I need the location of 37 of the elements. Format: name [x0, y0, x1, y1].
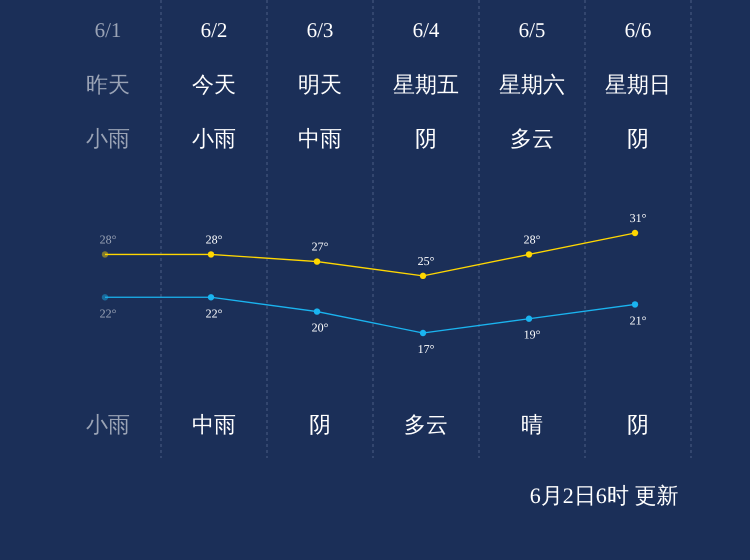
annotation: 6月2日6时 更新 — [530, 483, 678, 508]
data-label: 28° — [524, 232, 540, 246]
category: 6/3 — [306, 18, 334, 42]
data-label: 21° — [630, 313, 646, 328]
annotation: 阴 — [627, 126, 649, 151]
annotation: 阴 — [415, 126, 437, 151]
annotation: 明天 — [298, 72, 342, 97]
category: 6/2 — [200, 18, 228, 42]
data-label: 27° — [312, 240, 328, 254]
data-label: 20° — [312, 320, 328, 335]
annotation: 小雨 — [192, 126, 236, 151]
data-label: 31° — [630, 211, 646, 225]
annotation: 多云 — [510, 126, 554, 151]
annotation: 星期五 — [393, 72, 459, 97]
annotation: 阴 — [309, 412, 331, 437]
category: 6/5 — [518, 18, 546, 42]
annotation: 多云 — [404, 412, 448, 437]
annotation: 小雨 — [86, 412, 130, 437]
annotation: 星期日 — [605, 72, 671, 97]
annotation: 中雨 — [192, 412, 236, 437]
data-label: 22° — [100, 306, 116, 320]
category: 6/6 — [624, 18, 652, 42]
data-label: 25° — [418, 254, 434, 268]
annotation: 晴 — [521, 412, 543, 437]
annotation: 小雨 — [86, 126, 130, 151]
annotation: 星期六 — [499, 72, 565, 97]
annotation: 昨天 — [86, 72, 130, 97]
annotation: 中雨 — [298, 126, 342, 151]
annotation: 阴 — [627, 412, 649, 437]
data-label: 28° — [100, 232, 116, 246]
category: 6/1 — [94, 18, 122, 42]
data-label: 28° — [206, 232, 222, 246]
data-label: 22° — [206, 306, 222, 320]
data-label: 19° — [524, 328, 540, 342]
category: 6/4 — [412, 18, 440, 42]
data-label: 17° — [418, 342, 434, 356]
annotation: 今天 — [192, 72, 236, 97]
